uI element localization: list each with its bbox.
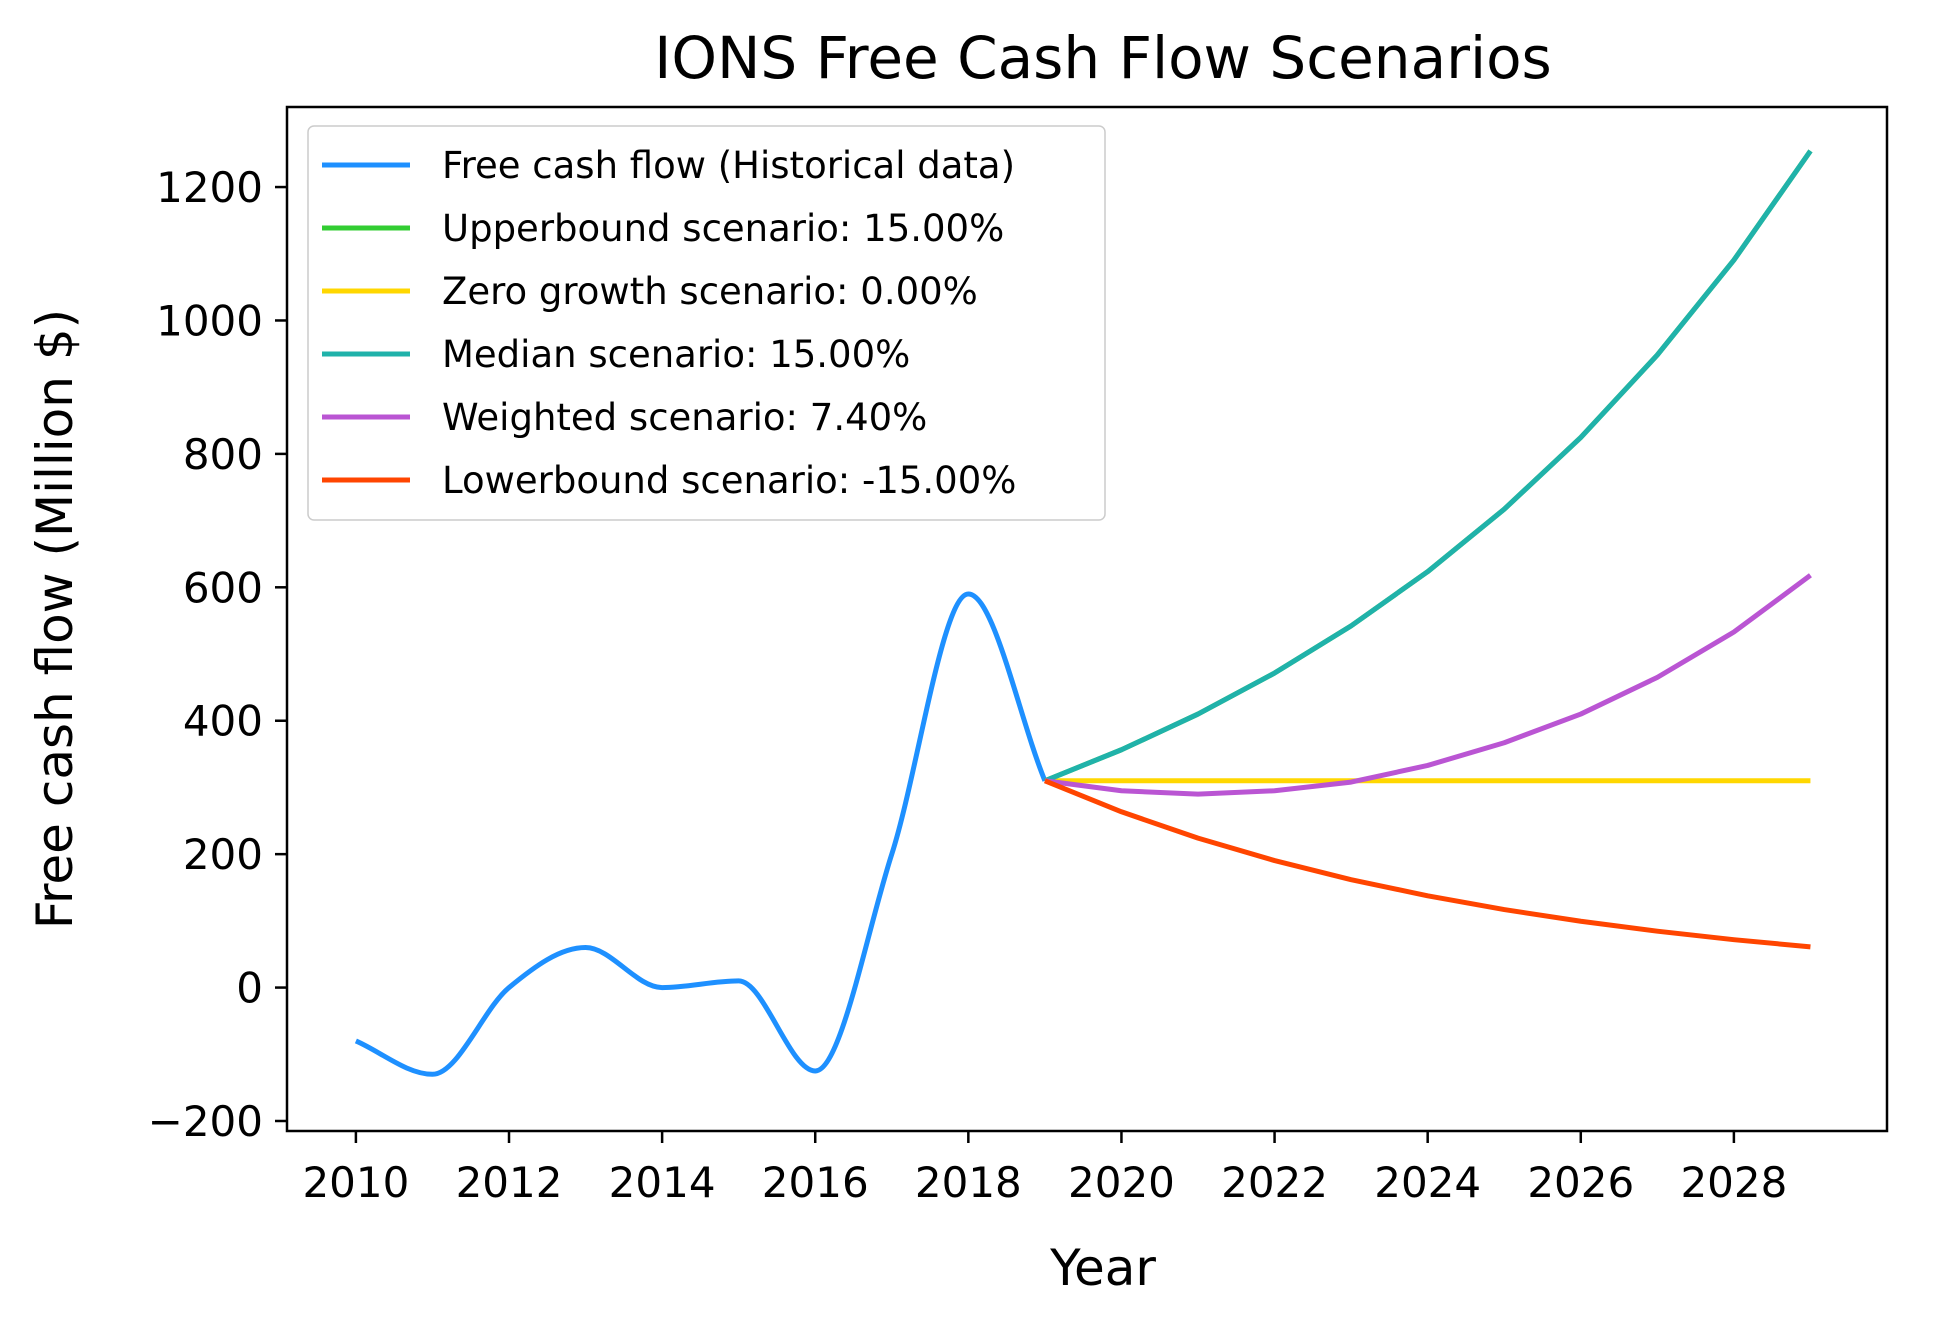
x-axis: 2010 2012 2014 2016 2018 2020 2022 2024 2026 2028 [302, 1131, 1787, 1207]
x-tick-label: 2028 [1680, 1158, 1787, 1207]
x-tick-label: 2018 [915, 1158, 1022, 1207]
y-tick-label: 200 [183, 830, 263, 879]
chart-title: IONS Free Cash Flow Scenarios [654, 24, 1552, 92]
y-axis-title: Free cash flow (Million $) [26, 309, 84, 929]
y-tick-label: 800 [183, 430, 263, 479]
y-tick-label: 400 [183, 697, 263, 746]
y-tick-label: 600 [183, 563, 263, 612]
x-tick-label: 2022 [1221, 1158, 1328, 1207]
x-tick-label: 2020 [1068, 1158, 1175, 1207]
y-tick-label: 1000 [156, 296, 263, 345]
y-tick-label: 1200 [156, 163, 263, 212]
y-axis: −200 0 200 400 600 800 1000 1200 [148, 163, 287, 1146]
legend-label: Median scenario: 15.00% [442, 333, 910, 376]
x-tick-label: 2026 [1527, 1158, 1634, 1207]
series-line-free-cash-flow-historical-data [354, 591, 1048, 1077]
series-line-median-scenario [1043, 149, 1813, 784]
x-tick-label: 2016 [762, 1158, 869, 1207]
y-tick-label: 0 [236, 964, 263, 1013]
series-layer [354, 149, 1813, 1077]
series-line-upperbound-scenario [1043, 149, 1813, 784]
legend-label: Lowerbound scenario: -15.00% [442, 459, 1016, 502]
x-tick-label: 2014 [609, 1158, 716, 1207]
series-line-lowerbound-scenario [1043, 778, 1811, 950]
plot-frame [285, 105, 1889, 1133]
x-tick-label: 2024 [1374, 1158, 1481, 1207]
x-tick-label: 2012 [456, 1158, 563, 1207]
y-tick-label: −200 [148, 1097, 263, 1146]
legend-box [307, 125, 1106, 521]
legend-label: Free cash flow (Historical data) [442, 144, 1015, 187]
series-line-weighted-scenario [1044, 573, 1812, 797]
legend-label: Zero growth scenario: 0.00% [442, 270, 978, 313]
legend: Free cash flow (Historical data) Upperbou… [307, 125, 1106, 521]
x-axis-title: Year [1049, 1239, 1156, 1297]
legend-label: Upperbound scenario: 15.00% [442, 207, 1004, 250]
x-tick-label: 2010 [302, 1158, 409, 1207]
legend-label: Weighted scenario: 7.40% [442, 396, 927, 439]
